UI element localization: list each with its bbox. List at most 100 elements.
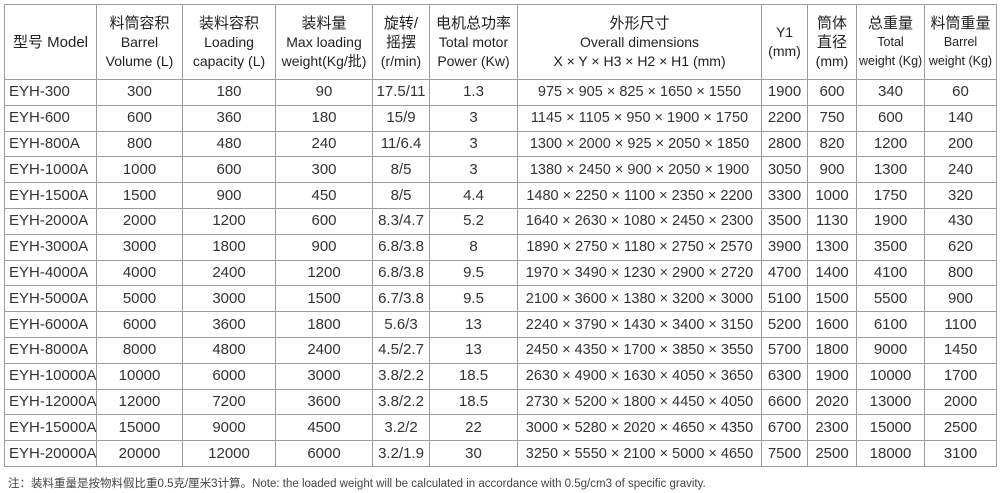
cell-barrel-weight: 430 <box>924 207 997 235</box>
header-row: 型号 Model 料筒容积 Barrel Volume (L) 装料容积 Loa… <box>4 4 997 80</box>
cell-loading-capacity: 360 <box>182 104 276 132</box>
cell-barrel-diameter: 820 <box>807 130 857 158</box>
table-row: EYH-12000A 12000 7200 3600 3.8/2.2 18.5 … <box>4 388 997 416</box>
table-row: EYH-2000A 2000 1200 600 8.3/4.7 5.2 1640… <box>4 207 997 235</box>
cell-rotation-swing: 6.8/3.8 <box>372 233 430 261</box>
cell-rotation-swing: 11/6.4 <box>372 130 430 158</box>
cell-loading-capacity: 1200 <box>182 207 276 235</box>
cell-barrel-volume: 1500 <box>96 182 183 209</box>
cell-model: EYH-5000A <box>4 285 97 313</box>
header-line: weight(Kg/批) <box>281 52 367 69</box>
header-line: capacity (L) <box>192 52 266 69</box>
cell-barrel-diameter: 600 <box>807 79 857 106</box>
header-line: X × Y × H3 × H2 × H1 (mm) <box>553 52 726 69</box>
header-line: 直径 <box>816 33 847 51</box>
cell-motor-power: 1.3 <box>429 79 518 106</box>
cell-rotation-swing: 6.7/3.8 <box>372 285 430 313</box>
cell-total-weight: 18000 <box>856 440 925 467</box>
header-line: (mm) <box>815 52 849 69</box>
cell-total-weight: 340 <box>856 79 925 106</box>
cell-overall-dimensions: 1890 × 2750 × 1180 × 2750 × 2570 <box>517 233 762 261</box>
cell-barrel-volume: 5000 <box>96 285 183 313</box>
cell-motor-power: 3 <box>429 156 518 184</box>
cell-barrel-volume: 600 <box>96 104 183 132</box>
cell-barrel-weight: 240 <box>924 156 997 184</box>
cell-loading-capacity: 4800 <box>182 336 276 364</box>
cell-total-weight: 10000 <box>856 362 925 390</box>
cell-barrel-diameter: 1500 <box>807 285 857 313</box>
cell-loading-capacity: 2400 <box>182 259 276 287</box>
cell-barrel-weight: 200 <box>924 130 997 158</box>
cell-total-weight: 1900 <box>856 207 925 235</box>
cell-rotation-swing: 15/9 <box>372 104 430 132</box>
cell-total-weight: 13000 <box>856 388 925 416</box>
header-line: 料筒重量 <box>930 14 991 32</box>
cell-overall-dimensions: 3250 × 5550 × 2100 × 5000 × 4650 <box>517 440 762 467</box>
cell-barrel-weight: 140 <box>924 104 997 132</box>
header-total-weight: 总重量 Total weight (Kg) <box>856 4 925 80</box>
cell-total-weight: 600 <box>856 104 925 132</box>
cell-rotation-swing: 5.6/3 <box>372 311 430 338</box>
cell-model: EYH-6000A <box>4 311 97 338</box>
cell-barrel-diameter: 1800 <box>807 336 857 364</box>
header-line: 装料量 <box>301 14 347 32</box>
header-line: Overall dimensions <box>579 33 700 50</box>
cell-max-loading-weight: 4500 <box>275 414 373 442</box>
table-row: EYH-6000A 6000 3600 1800 5.6/3 13 2240 ×… <box>4 311 997 338</box>
cell-total-weight: 9000 <box>856 336 925 364</box>
cell-barrel-diameter: 1300 <box>807 233 857 261</box>
header-barrel-weight: 料筒重量 Barrel weight (Kg) <box>924 4 997 80</box>
cell-total-weight: 3500 <box>856 233 925 261</box>
cell-model: EYH-20000A <box>4 440 97 467</box>
header-loading-capacity: 装料容积 Loading capacity (L) <box>182 4 276 80</box>
cell-model: EYH-1000A <box>4 156 97 184</box>
cell-y1: 1900 <box>761 79 808 106</box>
cell-y1: 6700 <box>761 414 808 442</box>
cell-total-weight: 1200 <box>856 130 925 158</box>
cell-y1: 4700 <box>761 259 808 287</box>
cell-barrel-weight: 320 <box>924 182 997 209</box>
cell-rotation-swing: 6.8/3.8 <box>372 259 430 287</box>
cell-overall-dimensions: 2630 × 4900 × 1630 × 4050 × 3650 <box>517 362 762 390</box>
cell-barrel-weight: 800 <box>924 259 997 287</box>
cell-loading-capacity: 600 <box>182 156 276 184</box>
header-line: Barrel <box>943 34 978 49</box>
cell-overall-dimensions: 1380 × 2450 × 900 × 2050 × 1900 <box>517 156 762 184</box>
cell-max-loading-weight: 2400 <box>275 336 373 364</box>
cell-barrel-diameter: 750 <box>807 104 857 132</box>
cell-max-loading-weight: 6000 <box>275 440 373 467</box>
cell-barrel-volume: 3000 <box>96 233 183 261</box>
cell-overall-dimensions: 975 × 905 × 825 × 1650 × 1550 <box>517 79 762 106</box>
header-line: 筒体 <box>816 14 847 32</box>
cell-model: EYH-10000A <box>4 362 97 390</box>
cell-loading-capacity: 3600 <box>182 311 276 338</box>
cell-rotation-swing: 3.2/1.9 <box>372 440 430 467</box>
cell-max-loading-weight: 300 <box>275 156 373 184</box>
cell-model: EYH-300 <box>4 79 97 106</box>
cell-max-loading-weight: 3000 <box>275 362 373 390</box>
cell-model: EYH-600 <box>4 104 97 132</box>
cell-barrel-weight: 60 <box>924 79 997 106</box>
cell-barrel-volume: 1000 <box>96 156 183 184</box>
header-line: 型号 Model <box>12 33 89 51</box>
cell-motor-power: 22 <box>429 414 518 442</box>
cell-motor-power: 18.5 <box>429 362 518 390</box>
header-barrel-diameter: 筒体 直径 (mm) <box>807 4 857 80</box>
cell-y1: 5700 <box>761 336 808 364</box>
cell-rotation-swing: 8/5 <box>372 182 430 209</box>
cell-total-weight: 6100 <box>856 311 925 338</box>
cell-overall-dimensions: 1480 × 2250 × 1100 × 2350 × 2200 <box>517 182 762 209</box>
cell-max-loading-weight: 450 <box>275 182 373 209</box>
cell-total-weight: 1750 <box>856 182 925 209</box>
cell-overall-dimensions: 2100 × 3600 × 1380 × 3200 × 3000 <box>517 285 762 313</box>
cell-total-weight: 4100 <box>856 259 925 287</box>
cell-overall-dimensions: 1970 × 3490 × 1230 × 2900 × 2720 <box>517 259 762 287</box>
cell-barrel-weight: 2000 <box>924 388 997 416</box>
cell-barrel-weight: 3100 <box>924 440 997 467</box>
cell-motor-power: 13 <box>429 336 518 364</box>
header-line: Max loading <box>286 33 362 50</box>
cell-y1: 6600 <box>761 388 808 416</box>
table-row: EYH-4000A 4000 2400 1200 6.8/3.8 9.5 197… <box>4 259 997 287</box>
cell-model: EYH-8000A <box>4 336 97 364</box>
cell-max-loading-weight: 240 <box>275 130 373 158</box>
